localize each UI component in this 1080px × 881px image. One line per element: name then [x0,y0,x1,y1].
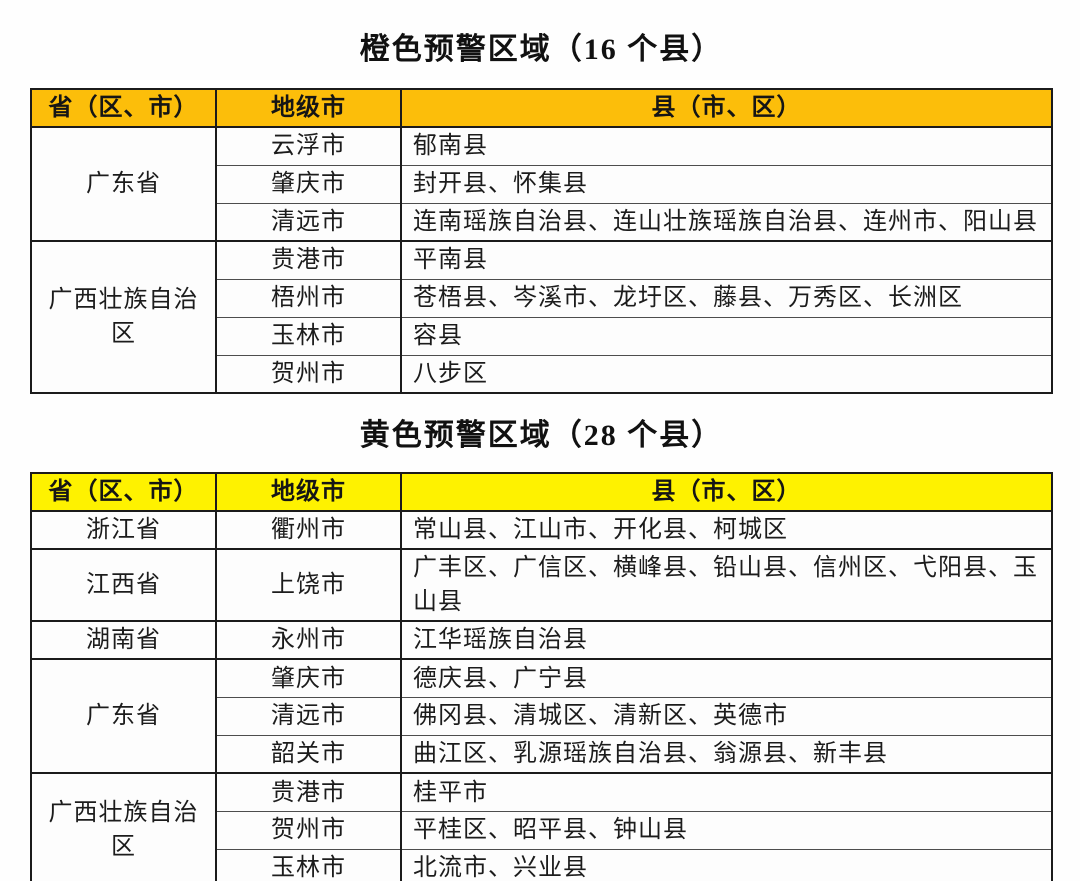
county-list-cell: 江华瑶族自治县 [400,620,1053,660]
header-province: 省（区、市） [30,89,217,129]
province-cell: 浙江省 [30,510,217,550]
table-row: 湖南省 永州市 江华瑶族自治县 [30,620,1053,660]
yellow-warning-title: 黄色预警区域（28 个县） [359,419,724,453]
county-list-cell: 德庆县、广宁县 [400,658,1053,698]
province-cell: 广东省 [30,126,217,242]
table-row: 广东省 肇庆市 德庆县、广宁县 [30,658,1053,774]
county-list-cell: 苍梧县、岑溪市、龙圩区、藤县、万秀区、长洲区 [400,278,1053,318]
table-row: 清远市 佛冈县、清城区、清新区、英德市 [31,696,1053,736]
orange-warning-table: 省（区、市） 地级市 县（市、区） 广东省 云浮市 郁南县 肇庆市 封开县、怀集县 清远市… [30,88,1053,395]
city-cell: 衢州市 [215,510,402,550]
county-list-cell: 桂平市 [400,772,1053,812]
table-row: 江西省 上饶市 广丰区、广信区、横峰县、铅山县、信州区、弋阳县、玉山县 [30,548,1053,622]
orange-header-row: 省（区、市） 地级市 县（市、区） [30,89,1053,129]
header-city: 地级市 [215,89,402,129]
header-county: 县（市、区） [400,89,1053,129]
county-list-cell: 广丰区、广信区、横峰县、铅山县、信州区、弋阳县、玉山县 [400,548,1053,622]
city-cell: 永州市 [215,620,402,660]
city-cell: 云浮市 [215,126,402,166]
table-row: 广东省 云浮市 郁南县 [30,126,1053,242]
province-cell: 湖南省 [30,620,217,660]
county-list-cell: 封开县、怀集县 [400,164,1053,204]
table-row: 贺州市 八步区 [31,354,1053,394]
county-list-cell: 八步区 [400,354,1053,394]
city-cell: 韶关市 [215,734,402,774]
county-list-cell: 北流市、兴业县 [400,848,1053,881]
city-cell: 清远市 [215,696,402,736]
yellow-header-row: 省（区、市） 地级市 县（市、区） [30,473,1053,513]
county-list-cell: 曲江区、乳源瑶族自治县、翁源县、新丰县 [400,734,1053,774]
county-list-cell: 平南县 [400,240,1053,280]
table-row: 玉林市 容县 [31,316,1053,356]
province-cell: 广西壮族自治区 [30,240,217,394]
county-list-cell: 常山县、江山市、开化县、柯城区 [400,510,1053,550]
province-cell: 广东省 [30,658,217,774]
county-list-cell: 郁南县 [400,126,1053,166]
table-row: 广西壮族自治区 贵港市 平南县 [30,240,1053,394]
province-cell: 广西壮族自治区 [30,772,217,881]
city-cell: 贵港市 [215,240,402,280]
table-row: 肇庆市 封开县、怀集县 [31,164,1053,204]
table-row: 浙江省 衢州市 常山县、江山市、开化县、柯城区 [30,510,1053,550]
yellow-warning-table: 省（区、市） 地级市 县（市、区） 浙江省 衢州市 常山县、江山市、开化县、柯城区江… [30,472,1053,881]
table-row: 梧州市 苍梧县、岑溪市、龙圩区、藤县、万秀区、长洲区 [31,278,1053,318]
city-cell: 肇庆市 [215,164,402,204]
city-cell: 梧州市 [215,278,402,318]
county-list-cell: 平桂区、昭平县、钟山县 [400,810,1053,850]
city-cell: 贵港市 [215,772,402,812]
orange-warning-title: 橙色预警区域（16 个县） [359,33,724,66]
city-cell: 玉林市 [215,316,402,356]
header-county: 县（市、区） [400,473,1053,513]
city-cell: 肇庆市 [215,658,402,698]
city-cell: 清远市 [215,202,402,242]
county-list-cell: 连南瑶族自治县、连山壮族瑶族自治县、连州市、阳山县 [400,202,1053,242]
table-row: 玉林市 北流市、兴业县 [31,848,1053,881]
city-cell: 玉林市 [215,848,402,881]
county-list-cell: 佛冈县、清城区、清新区、英德市 [400,696,1053,736]
county-list-cell: 容县 [400,316,1053,356]
header-city: 地级市 [215,473,402,513]
city-cell: 贺州市 [215,354,402,394]
header-province: 省（区、市） [30,473,217,513]
table-row: 广西壮族自治区 贵港市 桂平市 [30,772,1053,881]
table-row: 清远市 连南瑶族自治县、连山壮族瑶族自治县、连州市、阳山县 [31,202,1053,242]
province-cell: 江西省 [30,548,217,622]
table-row: 韶关市 曲江区、乳源瑶族自治县、翁源县、新丰县 [31,734,1053,774]
city-cell: 贺州市 [215,810,402,850]
city-cell: 上饶市 [215,548,402,622]
